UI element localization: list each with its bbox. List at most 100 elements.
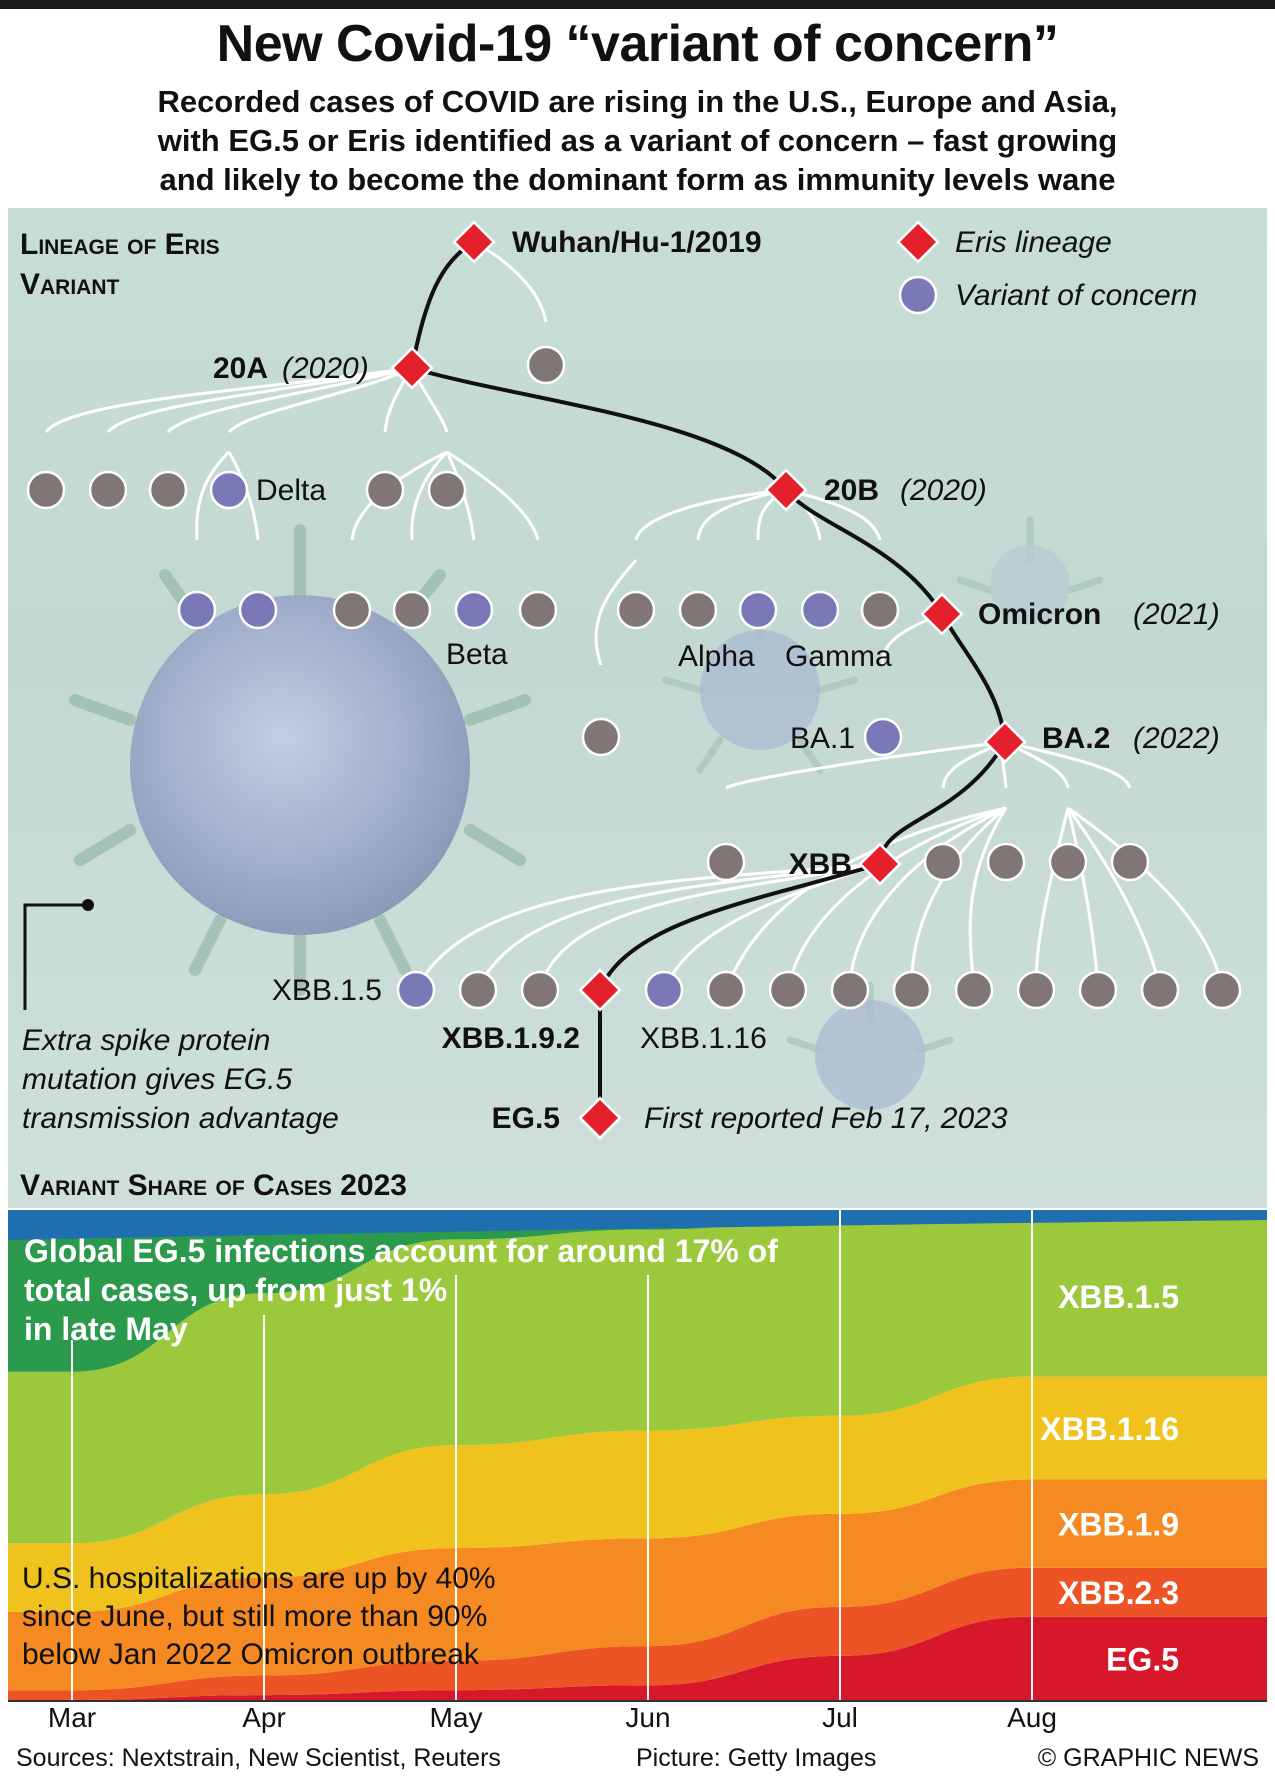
area-xbb-2-3 xyxy=(8,1567,1267,1700)
label-20a: 20A xyxy=(213,352,268,385)
label-eg5-note: First reported Feb 17, 2023 xyxy=(644,1102,1008,1135)
subtitle-line: Recorded cases of COVID are rising in th… xyxy=(157,84,1118,119)
top-rule xyxy=(0,0,1275,9)
voc-node-alpha xyxy=(738,590,778,630)
label-ba2-year: (2022) xyxy=(1133,722,1220,755)
label-20a-year: (2020) xyxy=(282,352,369,385)
hospital-note: U.S. hospitalizations are up by 40% sinc… xyxy=(22,1560,496,1674)
x-tick-label: May xyxy=(429,1702,483,1733)
lineage-title-line2: Variant xyxy=(20,268,120,301)
legend-eris-icon xyxy=(896,220,940,264)
variant-node xyxy=(581,717,621,757)
series-label: XBB.1.5 xyxy=(1058,1279,1179,1315)
virus-image xyxy=(69,516,1104,1110)
area-top-band xyxy=(8,1210,1267,1240)
legend-voc-icon xyxy=(898,275,938,315)
label-20b-year: (2020) xyxy=(900,474,987,507)
lineage-title-line1: Lineage of Eris xyxy=(20,228,220,261)
eris-node-omicron xyxy=(920,592,964,636)
variant-node xyxy=(616,590,656,630)
area-eg-5 xyxy=(8,1616,1267,1700)
eris-lineage-path xyxy=(410,240,1007,1120)
x-tick-label: Mar xyxy=(47,1702,97,1733)
headline: Global EG.5 infections account for aroun… xyxy=(24,1232,778,1349)
area-other xyxy=(8,1210,1267,1372)
eris-nodes xyxy=(390,220,1027,1140)
series-label: XBB.1.9 xyxy=(1058,1507,1179,1543)
variant-node xyxy=(768,970,808,1010)
voc-node xyxy=(238,590,278,630)
variant-nodes xyxy=(26,275,1242,1010)
label-gamma: Gamma xyxy=(785,640,892,673)
label-ba2: BA.2 xyxy=(1042,722,1110,755)
label-xbb116: XBB.1.16 xyxy=(640,1022,767,1055)
eris-node-ba2 xyxy=(983,720,1027,764)
label-20b: 20B xyxy=(824,474,879,507)
eris-node-wuhan xyxy=(452,220,496,264)
x-tick-label: Jun xyxy=(625,1702,671,1733)
headline-line: total cases, up from just 1% xyxy=(24,1272,448,1308)
variant-node xyxy=(518,590,558,630)
subtitle-line: and likely to become the dominant form a… xyxy=(159,162,1116,197)
label-eg5: EG.5 xyxy=(492,1102,560,1135)
legend-eris-label: Eris lineage xyxy=(955,226,1112,259)
area-xbb-1-16 xyxy=(8,1376,1267,1612)
variant-node xyxy=(332,590,372,630)
variant-node xyxy=(526,345,566,385)
variant-node xyxy=(860,590,900,630)
spike-note-line1: Extra spike protein xyxy=(22,1024,270,1057)
voc-node-ba1 xyxy=(863,717,903,757)
note-line: U.S. hospitalizations are up by 40% xyxy=(22,1562,496,1595)
variant-node xyxy=(520,970,560,1010)
label-xbb: XBB xyxy=(789,848,852,881)
variant-node xyxy=(1140,970,1180,1010)
voc-node-gamma xyxy=(800,590,840,630)
series-label: XBB.1.16 xyxy=(1040,1411,1179,1447)
voc-node-delta xyxy=(209,470,249,510)
label-xbb15: XBB.1.5 xyxy=(272,974,382,1007)
eris-node-xbb xyxy=(858,842,902,886)
variant-node xyxy=(88,470,128,510)
voc-node-xbb116 xyxy=(644,970,684,1010)
x-tick-label: Aug xyxy=(1007,1702,1057,1733)
variant-node xyxy=(678,590,718,630)
share-panel: EG.5 XBB.2.3 XBB.1.9 XBB.1.16 XBB.1.5 Global… xyxy=(8,1210,1267,1700)
legend-voc-label: Variant of concern xyxy=(955,279,1197,312)
variant-node xyxy=(923,842,963,882)
label-delta: Delta xyxy=(256,474,326,507)
axis-baseline xyxy=(8,1700,1267,1702)
area-xbb-1-5 xyxy=(8,1214,1267,1544)
label-omicron-year: (2021) xyxy=(1133,598,1220,631)
page-title: New Covid-19 “variant of concern” xyxy=(216,15,1059,73)
voc-node-xbb15 xyxy=(396,970,436,1010)
share-area-chart: EG.5 XBB.2.3 XBB.1.9 XBB.1.16 XBB.1.5 xyxy=(8,1210,1267,1700)
spike-pointer-line xyxy=(23,903,88,1010)
series-label: XBB.2.3 xyxy=(1058,1575,1179,1611)
variant-node xyxy=(1016,970,1056,1010)
variant-node xyxy=(830,970,870,1010)
variant-node xyxy=(706,970,746,1010)
voc-node xyxy=(177,590,217,630)
variant-node xyxy=(458,970,498,1010)
variant-node xyxy=(1202,970,1242,1010)
variant-node xyxy=(26,470,66,510)
graphic-credit: © GRAPHIC NEWS xyxy=(1037,1744,1259,1772)
spike-note-line2: mutation gives EG.5 xyxy=(22,1063,292,1096)
spike-pointer-dot xyxy=(82,899,94,911)
variant-node xyxy=(706,842,746,882)
lineage-panel: Lineage of Eris Variant Wuhan/Hu-1/2019 … xyxy=(8,208,1267,1208)
area-xbb-1-9 xyxy=(8,1479,1267,1691)
label-wuhan: Wuhan/Hu-1/2019 xyxy=(512,226,762,259)
sources-credit: Sources: Nextstrain, New Scientist, Reut… xyxy=(16,1744,501,1772)
variant-node xyxy=(365,470,405,510)
variant-node xyxy=(392,590,432,630)
variant-node xyxy=(986,842,1026,882)
label-xbb192: XBB.1.9.2 xyxy=(442,1022,580,1055)
share-section-title: Variant Share of Cases 2023 xyxy=(20,1169,407,1202)
label-ba1: BA.1 xyxy=(790,722,855,755)
headline-line: in late May xyxy=(24,1311,188,1347)
note-line: below Jan 2022 Omicron outbreak xyxy=(22,1638,479,1671)
eris-node-20a xyxy=(390,346,434,390)
eris-node-xbb192 xyxy=(578,968,622,1012)
label-beta: Beta xyxy=(446,638,508,671)
